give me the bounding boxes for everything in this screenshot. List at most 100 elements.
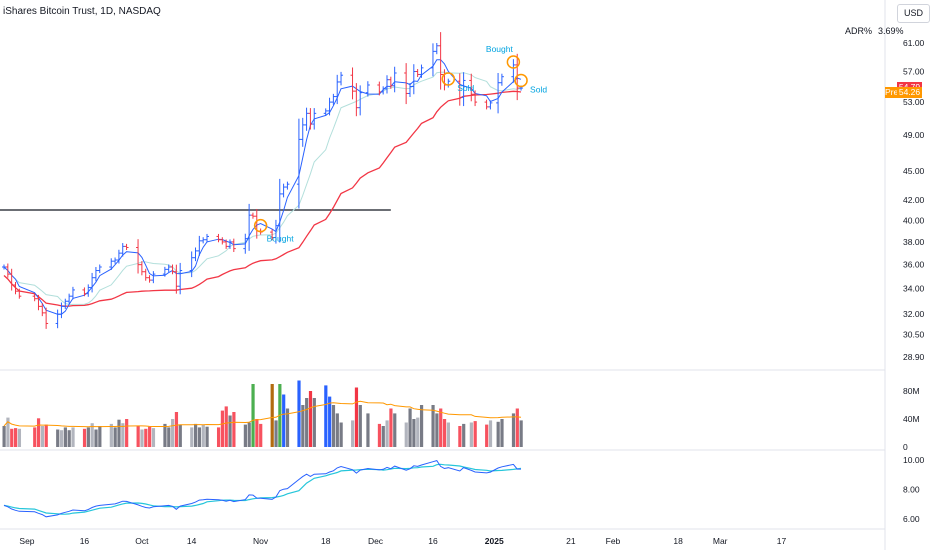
volume-bar (67, 430, 71, 447)
mid-moving-average-line (3, 71, 522, 306)
chart-title: iShares Bitcoin Trust, 1D, NASDAQ (3, 6, 161, 17)
volume-bar (205, 426, 209, 447)
volume-bar (148, 426, 152, 447)
ohlc-bar (216, 233, 221, 243)
ohlc-bar (511, 59, 516, 83)
currency-button[interactable]: USD (897, 4, 930, 23)
volume-bar (6, 417, 10, 447)
volume-bar (121, 423, 125, 447)
ohlc-bar (13, 281, 18, 295)
price-tick-label: 42.00 (903, 195, 925, 205)
ohlc-bar (193, 247, 198, 262)
ohlc-bar (419, 64, 424, 78)
volume-bar (232, 412, 236, 447)
ohlc-bar (189, 251, 194, 278)
trade-label: Bought (267, 234, 295, 244)
adr-readout: ADR% 3.69% (845, 26, 904, 36)
ohlc-bar (197, 235, 202, 256)
ohlc-bar (44, 307, 49, 329)
ohlc-bar (147, 275, 152, 283)
oscillator-tick-label: 10.00 (903, 455, 925, 465)
ohlc-bar (300, 117, 305, 147)
volume-bar (224, 406, 228, 447)
volume-bar (136, 426, 140, 447)
volume-bar (358, 405, 362, 447)
time-tick-label: Feb (606, 536, 621, 546)
volume-bar (308, 391, 313, 447)
volume-bar (171, 419, 175, 447)
volume-bar (446, 422, 450, 447)
ohlc-bar (430, 43, 435, 77)
volume-bar (94, 429, 98, 447)
ohlc-bar (388, 76, 393, 89)
ohlc-bar (404, 63, 409, 105)
ohlc-bar (358, 85, 363, 116)
ohlc-bar (377, 81, 382, 96)
ohlc-bar (457, 73, 462, 106)
volume-bar (312, 398, 316, 447)
volume-bar (247, 422, 251, 447)
volume-bar (442, 419, 447, 447)
ohlc-bar (461, 72, 466, 107)
ohlc-bar (120, 243, 125, 257)
volume-bar (59, 430, 64, 447)
ohlc-bar (484, 99, 489, 110)
ohlc-bar (407, 83, 412, 97)
time-tick-label: Nov (253, 536, 269, 546)
volume-bar (351, 420, 355, 447)
ohlc-bar (312, 108, 317, 130)
volume-bar (335, 413, 339, 447)
slow-moving-average-line (3, 90, 522, 307)
volume-bar (339, 422, 343, 447)
time-tick-label: 21 (566, 536, 576, 546)
price-tick-label: 28.90 (903, 352, 925, 362)
ohlc-bar (55, 309, 60, 329)
volume-bar (285, 408, 290, 447)
adr-label: ADR% (845, 26, 873, 36)
trade-label: Bought (486, 44, 514, 54)
volume-bar (17, 428, 22, 447)
time-tick-label: 18 (673, 536, 683, 546)
ohlc-bar (469, 73, 474, 102)
volume-bar (435, 413, 439, 447)
ohlc-bar (434, 43, 439, 55)
ohlc-bar (59, 302, 64, 319)
ohlc-bar (139, 261, 144, 276)
volume-bar (2, 426, 6, 447)
trade-marker-circle (506, 55, 521, 69)
volume-bar (282, 394, 286, 447)
volume-bar (419, 405, 424, 447)
ohlc-bar (220, 237, 225, 245)
volume-bar (90, 423, 94, 447)
ohlc-bar (488, 100, 493, 110)
price-tick-label: 61.00 (903, 38, 925, 48)
volume-bar (270, 384, 274, 447)
volume-bar (439, 408, 443, 447)
volume-bar (40, 426, 44, 447)
volume-bar (511, 413, 516, 447)
time-tick-label: 2025 (485, 536, 504, 546)
oscillator-line (3, 460, 521, 518)
volume-bar (485, 424, 489, 447)
ohlc-bar (32, 293, 37, 302)
ohlc-bar (201, 237, 206, 244)
ohlc-bar (170, 264, 175, 275)
price-tick-label: 34.00 (903, 284, 925, 294)
volume-bar (82, 428, 87, 447)
oscillator-tick-label: 6.00 (903, 514, 920, 524)
ohlc-bar (231, 238, 236, 253)
ohlc-bar (227, 239, 232, 249)
ohlc-bar (82, 287, 87, 297)
ohlc-bar (97, 264, 102, 274)
volume-bar (408, 408, 412, 447)
ohlc-bar (281, 183, 286, 198)
price-tick-label: 53.00 (903, 97, 925, 107)
ohlc-bar (243, 233, 248, 254)
volume-bar (228, 415, 232, 447)
trade-marker-circle (441, 72, 456, 86)
volume-bar (331, 405, 336, 447)
volume-bar (197, 427, 202, 447)
trade-label: Sold (530, 84, 547, 94)
volume-bar (274, 420, 278, 447)
